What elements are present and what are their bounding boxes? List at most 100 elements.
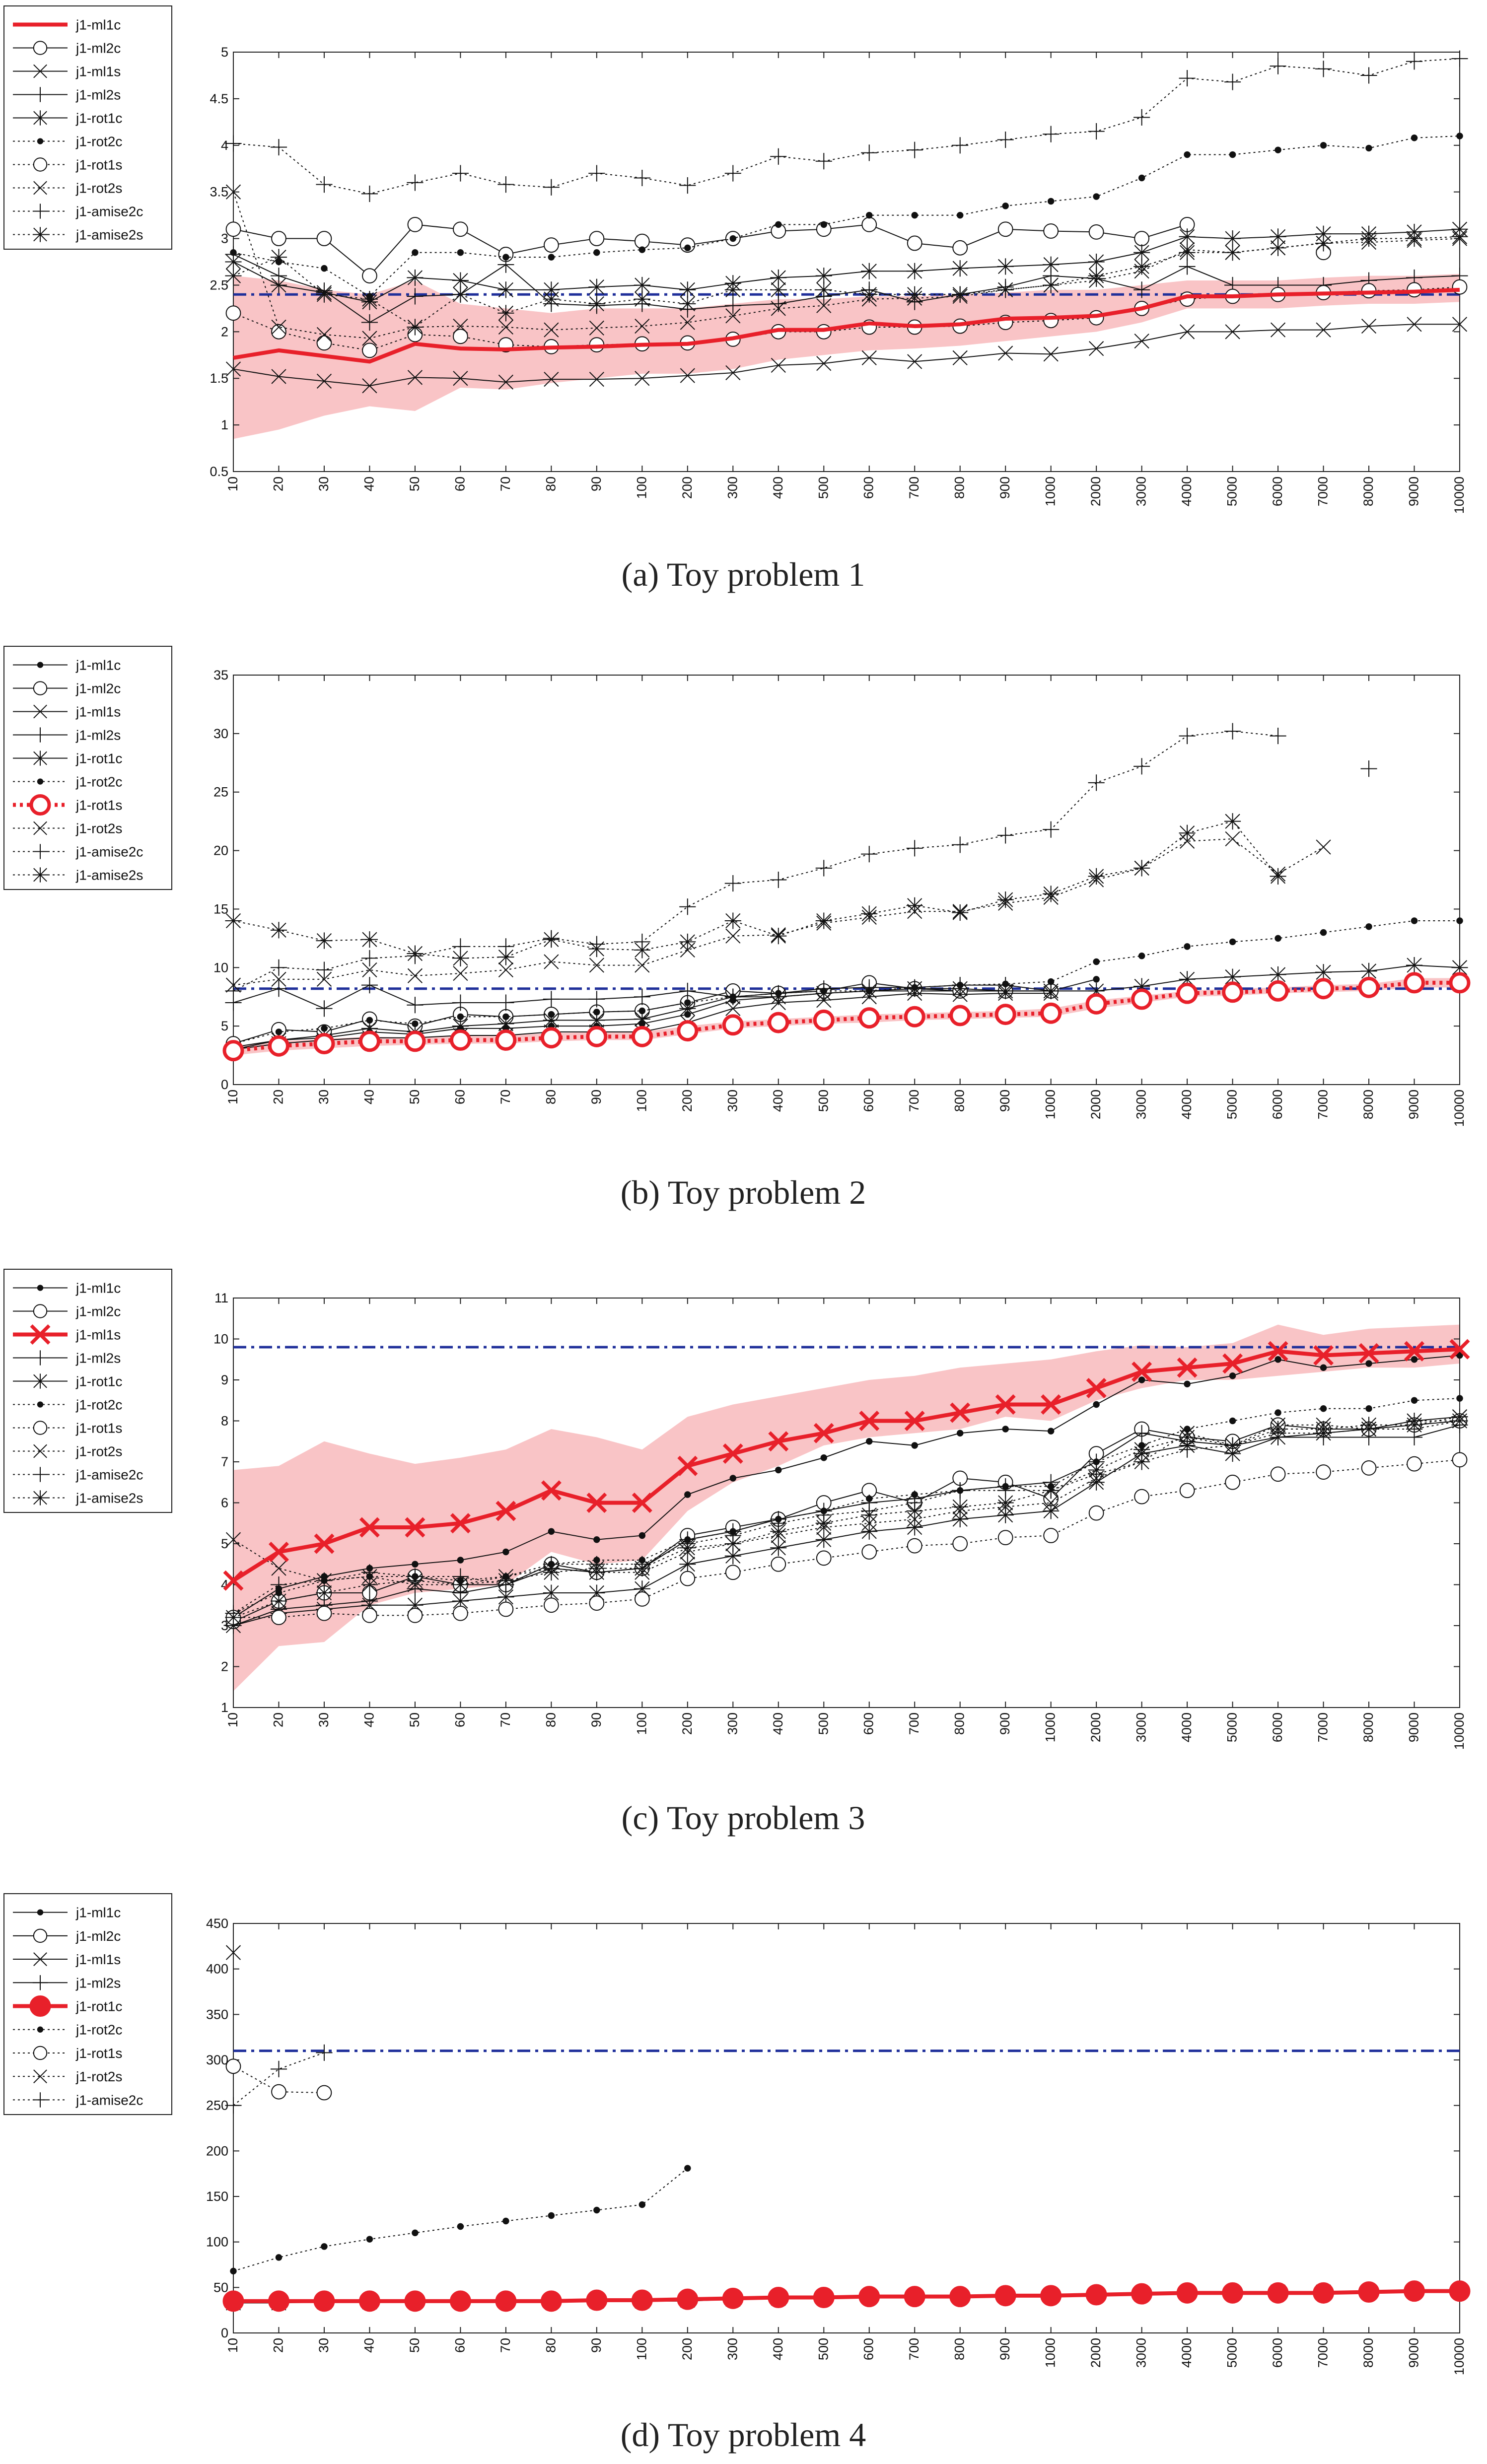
- data-point: [1133, 109, 1150, 126]
- data-point: [1180, 324, 1195, 340]
- data-point: [270, 2060, 287, 2077]
- series-j1-amise2s: [225, 228, 1468, 336]
- data-point: [407, 174, 424, 191]
- data-point: [997, 281, 1014, 298]
- legend-marker: [32, 87, 48, 102]
- data-point: [679, 281, 696, 298]
- x-tick-label: 6000: [1270, 2338, 1285, 2368]
- data-point: [362, 331, 377, 346]
- x-tick-label: 20: [271, 1090, 285, 1104]
- data-point: [997, 1494, 1014, 1511]
- data-point: [1179, 1429, 1196, 1446]
- x-tick-label: 800: [952, 1712, 967, 1735]
- data-point: [1365, 1405, 1372, 1412]
- legend-label: j1-rot1s: [75, 798, 122, 813]
- series-j1-amise2c: [225, 723, 1377, 999]
- data-point: [1047, 198, 1055, 205]
- data-point: [230, 2267, 237, 2275]
- data-point: [1270, 1466, 1286, 1482]
- y-tick-label: 7: [221, 1454, 228, 1469]
- data-point: [1176, 982, 1198, 1004]
- data-point: [361, 185, 378, 202]
- data-point: [1131, 988, 1153, 1010]
- data-point: [861, 286, 878, 303]
- data-point: [1449, 2280, 1471, 2302]
- data-point: [1456, 133, 1463, 139]
- series-j1-rot2s: [225, 1945, 241, 1960]
- data-point: [452, 165, 469, 182]
- legend-marker: [32, 1373, 48, 1389]
- legend-marker: [33, 64, 47, 78]
- data-point: [638, 246, 646, 253]
- x-tick-label: 800: [952, 1090, 967, 1112]
- data-point: [866, 1438, 873, 1445]
- y-tick-label: 5: [221, 45, 228, 60]
- data-point: [1043, 982, 1060, 999]
- data-point: [1089, 341, 1104, 356]
- data-point: [588, 1560, 605, 1577]
- data-point: [222, 1040, 244, 1062]
- data-point: [816, 298, 832, 313]
- y-tick-label: 50: [213, 2280, 228, 2295]
- legend-marker: [30, 1324, 51, 1345]
- x-tick-label: 10000: [1452, 477, 1467, 514]
- data-point: [366, 1017, 373, 1024]
- series-line: [232, 1347, 1460, 1582]
- data-point: [771, 301, 786, 316]
- data-point: [770, 269, 787, 286]
- data-point: [816, 1550, 832, 1566]
- data-point: [1275, 146, 1281, 153]
- legend-label: j1-ml1s: [75, 1327, 121, 1343]
- x-tick-label: 4000: [1179, 1090, 1194, 1119]
- data-point: [495, 1029, 517, 1051]
- data-point: [1360, 1417, 1377, 1434]
- data-point: [407, 1597, 424, 1614]
- x-tick-label: 20: [271, 2338, 285, 2353]
- data-point: [677, 1455, 698, 1476]
- data-point: [634, 1580, 650, 1597]
- x-tick-label: 200: [680, 477, 695, 499]
- caption-a: (a) Toy problem 1: [622, 555, 865, 593]
- data-point: [635, 371, 650, 386]
- data-point: [452, 1018, 469, 1034]
- series-line: [233, 1424, 1460, 1626]
- legend: j1-ml1c j1-ml2c j1-ml1s j1-ml2s j1-rot1c j1-r…: [3, 1269, 172, 1513]
- data-point: [1222, 981, 1244, 1003]
- data-point: [813, 2287, 835, 2308]
- series-j1-rot1s: [222, 972, 1471, 1062]
- data-point: [1184, 151, 1191, 158]
- data-point: [994, 2285, 1016, 2307]
- legend-label: j1-rot2s: [75, 181, 122, 196]
- data-point: [404, 2290, 426, 2312]
- data-point: [906, 1503, 923, 1519]
- data-point: [407, 997, 424, 1014]
- data-point: [724, 281, 741, 298]
- data-point: [359, 1517, 380, 1538]
- data-point: [449, 2290, 471, 2312]
- data-point: [225, 2058, 241, 2074]
- data-point: [997, 131, 1014, 148]
- data-point: [858, 1007, 880, 1029]
- data-point: [1224, 813, 1241, 830]
- legend-label: j1-amise2c: [75, 204, 143, 219]
- legend-label: j1-ml1c: [75, 1905, 121, 1920]
- legend-marker: [32, 844, 48, 859]
- x-tick-label: 700: [907, 1090, 921, 1112]
- x-tick-label: 40: [361, 2338, 376, 2353]
- data-point: [225, 305, 241, 321]
- data-point: [1043, 276, 1060, 294]
- legend-label: j1-rot2c: [75, 2022, 122, 2038]
- x-tick-label: 10: [225, 2338, 240, 2353]
- data-point: [1267, 980, 1289, 1002]
- data-point: [225, 1532, 241, 1547]
- data-point: [405, 1517, 425, 1538]
- legend-marker: [33, 157, 48, 172]
- x-tick-label: 100: [634, 1712, 649, 1735]
- data-point: [362, 342, 377, 358]
- series-line: [233, 1459, 1460, 1618]
- data-point: [635, 958, 650, 973]
- data-point: [680, 368, 695, 383]
- legend: j1-ml1c j1-ml2c j1-ml1s j1-ml2s j1-rot1c j1-r…: [3, 5, 172, 250]
- data-point: [275, 1028, 283, 1035]
- data-point: [271, 1561, 286, 1576]
